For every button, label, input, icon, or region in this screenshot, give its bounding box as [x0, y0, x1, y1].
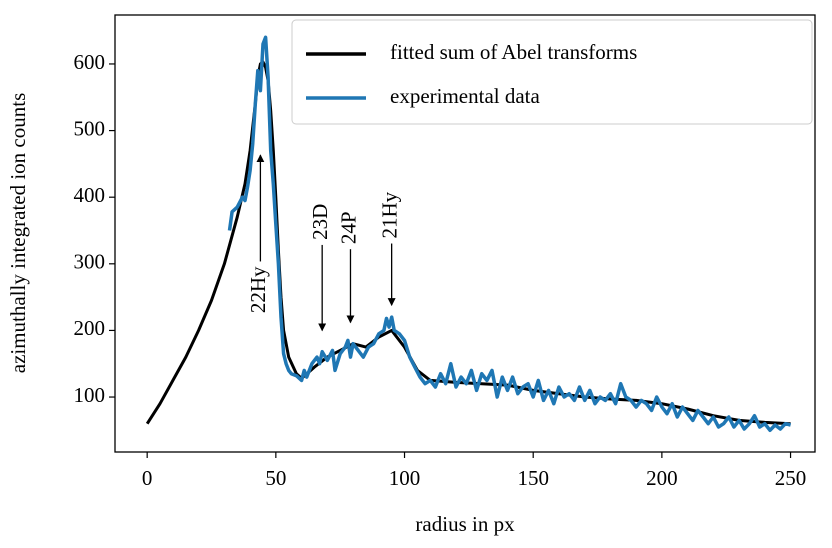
y-tick-label: 500 [74, 116, 106, 140]
y-tick-label: 400 [74, 183, 106, 207]
annotation-label: 22Hy [246, 266, 270, 313]
legend-label: experimental data [390, 84, 541, 108]
y-tick-label: 100 [74, 383, 106, 407]
series-line [227, 35, 792, 433]
x-axis-label: radius in px [415, 512, 515, 536]
y-axis-label: azimuthally integrated ion counts [6, 93, 30, 374]
annotation-label: 23D [308, 204, 332, 240]
annotation-label: 24P [336, 211, 360, 244]
plot-frame [114, 14, 816, 453]
annotation-label: 21Hy [377, 191, 401, 238]
legend-box [291, 19, 813, 125]
x-tick-label: 0 [142, 466, 153, 490]
x-tick-label: 250 [775, 466, 807, 490]
x-tick-label: 150 [517, 466, 549, 490]
y-tick-label: 300 [74, 250, 106, 274]
x-tick-label: 50 [265, 466, 286, 490]
y-tick-label: 600 [74, 50, 106, 74]
y-tick-label: 200 [74, 316, 106, 340]
x-tick-label: 200 [646, 466, 678, 490]
x-tick-label: 100 [389, 466, 421, 490]
legend-label: fitted sum of Abel transforms [390, 40, 637, 64]
